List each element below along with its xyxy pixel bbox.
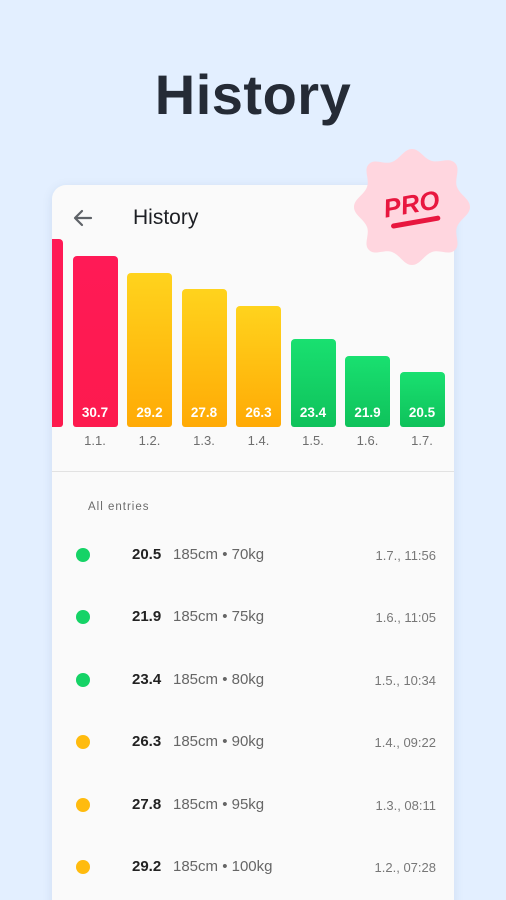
entry-bmi: 21.9 (132, 608, 162, 626)
chart-bar[interactable]: 20.5 (399, 371, 445, 427)
chart-bar-value: 21.9 (354, 404, 381, 420)
entry-detail: 185cm • 80kg (173, 670, 265, 688)
status-dot-icon (76, 860, 90, 874)
app-bar-title: History (133, 206, 199, 229)
entry-detail: 185cm • 95kg (173, 795, 265, 813)
chart-bar-value: 29.2 (136, 404, 163, 420)
entry-detail: 185cm • 100kg (173, 858, 273, 875)
app-bar: History (52, 185, 454, 251)
chart-bar[interactable]: 26.3 (236, 306, 281, 427)
chart-bar[interactable]: 23.4 (290, 338, 336, 427)
entry-bmi: 23.4 (132, 670, 162, 688)
divider (52, 471, 454, 472)
entry-detail: 185cm • 90kg (173, 733, 265, 751)
list-item[interactable]: 27.8 185cm • 95kg 1.3., 08:11 (52, 774, 454, 836)
chart-tick-label: 1.2. (138, 433, 161, 448)
arrow-left-icon[interactable] (70, 205, 96, 231)
entry-bmi: 29.2 (132, 858, 162, 875)
entry-timestamp: 1.2., 07:28 (374, 860, 436, 875)
entry-timestamp: 1.6., 11:05 (375, 610, 436, 626)
chart-bar-value: 26.3 (245, 404, 272, 420)
chart-tick-label: 1.1. (84, 433, 106, 448)
entry-timestamp: 1.5., 10:34 (374, 672, 436, 688)
chart-bar-value: 30.7 (81, 405, 109, 420)
hero-title: History (154, 63, 352, 126)
entry-timestamp: 1.7., 11:56 (375, 548, 436, 563)
entry-timestamp: 1.3., 08:11 (375, 797, 436, 813)
entry-bmi: 20.5 (132, 546, 162, 563)
entry-bmi: 27.8 (132, 795, 162, 813)
list-item[interactable]: 23.4 185cm • 80kg 1.5., 10:34 (52, 649, 454, 711)
chart-bar[interactable]: 29.2 (127, 273, 172, 427)
list-item[interactable]: 20.5 185cm • 70kg 1.7., 11:56 (52, 524, 454, 586)
chart-tick-label: 1.6. (356, 433, 379, 448)
status-dot-icon (76, 610, 90, 625)
chart-bar[interactable]: 21.9 (345, 355, 390, 427)
status-dot-icon (76, 548, 90, 562)
chart-tick-label: 1.3. (193, 433, 215, 448)
list-item[interactable]: 29.2 185cm • 100kg 1.2., 07:28 (52, 836, 454, 898)
section-label: All entries (88, 501, 150, 513)
entry-detail: 185cm • 70kg (173, 546, 265, 563)
list-item[interactable]: 26.3 185cm • 90kg 1.4., 09:22 (52, 711, 454, 773)
pro-badge: PRO (350, 145, 474, 269)
chart-tick-label: 1.7. (411, 433, 433, 448)
status-dot-icon (76, 672, 90, 687)
chart-bar[interactable]: 27.8 (181, 289, 227, 427)
list-item[interactable]: 21.9 185cm • 75kg 1.6., 11:05 (52, 586, 454, 648)
entry-bmi: 26.3 (132, 733, 162, 751)
status-dot-icon (76, 797, 90, 812)
bmi-bar-chart: 30.7 1.1. 29.2 1.2. 27.8 1.3. 26.3 1.4. 23.4 1.5.… (52, 239, 454, 455)
entry-timestamp: 1.4., 09:22 (374, 735, 436, 751)
chart-bar-value: 23.4 (299, 404, 327, 420)
chart-bar-value: 27.8 (190, 404, 218, 420)
status-dot-icon (76, 735, 90, 750)
history-card: History 30.7 1.1. 29.2 1.2. 27.8 1.3. 26.3 1.4.… (52, 185, 454, 900)
entry-detail: 185cm • 75kg (173, 608, 265, 626)
chart-bar[interactable] (52, 239, 63, 427)
chart-tick-label: 1.5. (302, 433, 324, 448)
chart-bar[interactable]: 30.7 (72, 256, 118, 427)
chart-tick-label: 1.4. (247, 433, 270, 448)
chart-bar-value: 20.5 (408, 404, 436, 420)
